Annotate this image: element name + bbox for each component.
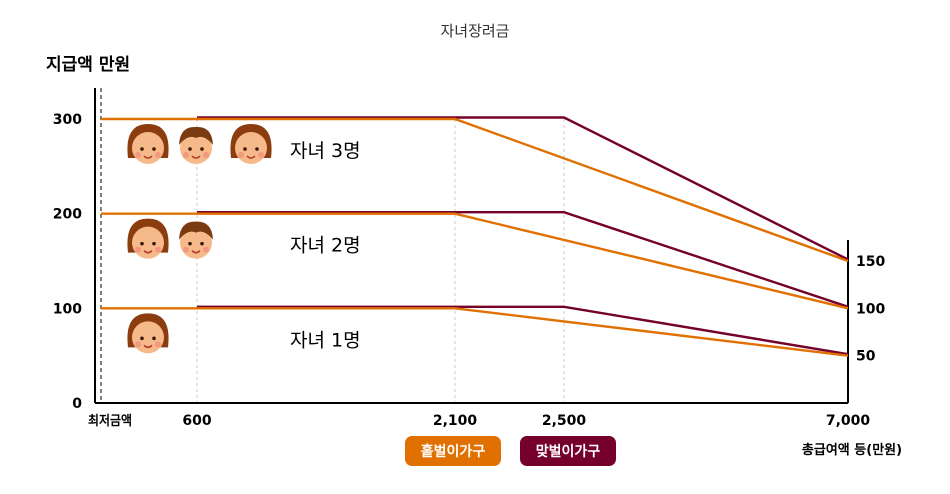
series-single-2-child: [101, 212, 849, 310]
y-tick-label: 0: [72, 396, 82, 412]
series-dual-3-child: [197, 116, 849, 261]
child-face-icon: [127, 313, 169, 354]
series-single-1-child: [101, 307, 849, 357]
child-face-icon: [230, 123, 272, 164]
chart-title: 자녀장려금: [440, 22, 509, 40]
right-tick-label: 100: [856, 301, 885, 317]
right-tick-label: 150: [856, 254, 885, 270]
x-axis-label: 총급여액 등(만원): [802, 442, 902, 458]
axes: [94, 88, 849, 404]
x-tick-label: 7,000: [826, 413, 871, 429]
legend-dual-income-household: 맞벌이가구: [520, 436, 616, 466]
legend-single-household: 홑벌이가구: [405, 436, 501, 466]
y-tick-label: 100: [53, 301, 82, 317]
series-dual-1-child: [197, 305, 849, 356]
x-tick-label: 2,500: [542, 413, 587, 429]
group-labels: 자녀 1명 자녀 2명 자녀 3명: [290, 140, 361, 351]
y-tick-label: 200: [53, 207, 82, 223]
gridlines: [196, 118, 565, 403]
group-label-3: 자녀 3명: [290, 140, 361, 162]
group-label-2: 자녀 2명: [290, 235, 361, 257]
x-tick-label: 2,100: [433, 413, 478, 429]
x-tick-label: 최저금액: [88, 413, 132, 429]
tick-labels: 최저금액 600 2,100 2,500 7,000 0 100 200 300 50 100 150: [53, 112, 886, 429]
series-dual-2-child: [197, 210, 849, 308]
x-tick-label: 600: [182, 413, 211, 429]
child-face-icon: [127, 218, 169, 259]
child-faces: [127, 123, 272, 354]
y-axis-label: 지급액 만원: [46, 55, 130, 75]
right-tick-label: 50: [856, 349, 876, 365]
child-face-icon: [127, 123, 169, 164]
series-lines: [100, 116, 849, 357]
y-tick-label: 300: [53, 112, 82, 128]
child-face-icon: [179, 221, 213, 259]
group-label-1: 자녀 1명: [290, 329, 361, 351]
child-face-icon: [179, 126, 213, 164]
series-single-3-child: [101, 117, 849, 263]
